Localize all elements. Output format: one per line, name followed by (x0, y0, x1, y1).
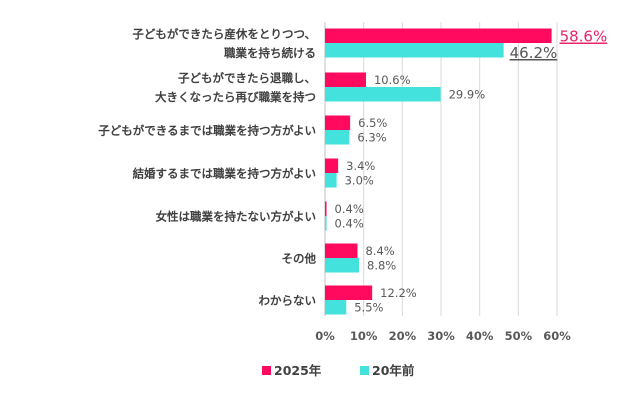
bar-2025 (325, 243, 358, 258)
legend-label: 2025年 (274, 363, 322, 378)
bar-20-years-ago (325, 87, 441, 102)
bar-2025 (325, 72, 366, 87)
legend-swatch (262, 366, 271, 375)
data-label: 0.4% (335, 202, 364, 216)
category-label: 職業を持ち続ける (224, 46, 316, 60)
x-tick-label: 30% (427, 329, 455, 343)
data-label: 10.6% (374, 73, 411, 87)
x-tick-label: 20% (389, 329, 417, 343)
bar-2025 (325, 201, 327, 216)
data-label: 8.4% (365, 244, 394, 258)
category-label: 大きくなったら再び職業を持つ (155, 90, 316, 104)
category-label: 結婚するまでは職業を持つ方がよい (133, 167, 316, 181)
x-tick-label: 10% (350, 329, 378, 343)
category-label: 子どもができたら産休をとりつつ、 (132, 27, 316, 41)
x-tick-label: 50% (505, 329, 533, 343)
data-label: 3.4% (346, 159, 375, 173)
x-tick-label: 60% (543, 329, 571, 343)
bar-2025 (325, 285, 373, 300)
x-tick-label: 0% (315, 329, 335, 343)
legend-label: 20年前 (372, 363, 415, 378)
bar-20-years-ago (325, 258, 360, 273)
data-label: 12.2% (380, 286, 417, 300)
category-label: その他 (282, 252, 317, 266)
category-label: 子どもができたら退職し、 (178, 71, 316, 85)
data-label: 6.5% (358, 116, 387, 130)
bar-20-years-ago (325, 173, 337, 188)
x-tick-label: 40% (466, 329, 494, 343)
category-label: 子どもができるまでは職業を持つ方がよい (98, 124, 316, 138)
data-label: 46.2% (510, 44, 558, 62)
category-label: わからない (259, 294, 317, 308)
bar-20-years-ago (325, 130, 350, 145)
legend-swatch (360, 366, 369, 375)
category-label: 女性は職業を持たない方がよい (156, 210, 316, 224)
data-label: 29.9% (449, 88, 486, 102)
data-label: 5.5% (354, 301, 383, 315)
bar-20-years-ago (325, 43, 504, 58)
data-label: 58.6% (560, 28, 608, 46)
bar-20-years-ago (325, 216, 327, 231)
bar-2025 (325, 158, 339, 173)
bar-20-years-ago (325, 300, 347, 315)
data-label: 8.8% (367, 259, 396, 273)
data-label: 6.3% (357, 131, 386, 145)
data-label: 3.0% (345, 174, 374, 188)
bar-2025 (325, 28, 552, 43)
data-label: 0.4% (335, 217, 364, 231)
bar-2025 (325, 115, 351, 130)
